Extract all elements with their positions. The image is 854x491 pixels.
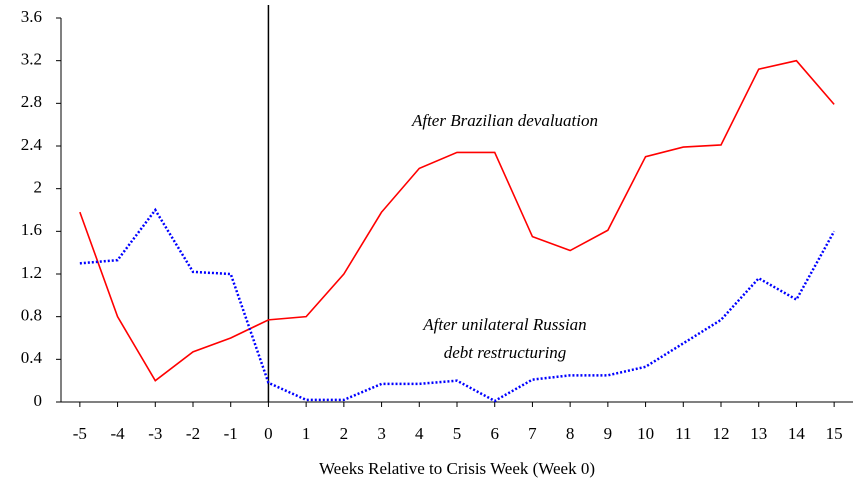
x-tick-label: -5 [73, 424, 87, 443]
series-line [79, 59, 835, 382]
x-tick-label: 2 [340, 424, 349, 443]
x-tick-label: 12 [713, 424, 730, 443]
y-tick-label: 2.8 [21, 92, 42, 111]
x-tick-label: 5 [453, 424, 462, 443]
x-tick-label: 6 [490, 424, 499, 443]
x-tick-label: -4 [110, 424, 125, 443]
x-tick-label: 7 [528, 424, 537, 443]
x-tick-label: 8 [566, 424, 575, 443]
x-tick-label: 4 [415, 424, 424, 443]
x-tick-label: 3 [377, 424, 386, 443]
x-tick-label: -2 [186, 424, 200, 443]
y-tick-label: 2 [34, 178, 43, 197]
x-tick-label: 9 [604, 424, 613, 443]
x-tick-label: 1 [302, 424, 311, 443]
y-tick-label: 1.2 [21, 263, 42, 282]
y-tick-label: 0 [34, 391, 43, 410]
series-line [79, 207, 836, 403]
annotation: After Brazilian devaluation [411, 111, 598, 130]
y-tick-label: 2.4 [21, 135, 43, 154]
x-tick-label: 10 [637, 424, 654, 443]
annotation: After unilateral Russian [422, 315, 586, 334]
y-tick-label: 0.4 [21, 348, 43, 367]
annotation: debt restructuring [444, 343, 567, 362]
y-tick-label: 3.2 [21, 50, 42, 69]
y-tick-label: 0.8 [21, 306, 42, 325]
x-tick-label: 15 [826, 424, 843, 443]
x-axis-title: Weeks Relative to Crisis Week (Week 0) [319, 459, 595, 478]
x-tick-label: -1 [224, 424, 238, 443]
x-tick-label: 13 [750, 424, 767, 443]
x-tick-label: -3 [148, 424, 162, 443]
x-tick-label: 11 [675, 424, 691, 443]
y-tick-label: 1.6 [21, 220, 42, 239]
x-tick-label: 0 [264, 424, 273, 443]
y-tick-label: 3.6 [21, 7, 42, 26]
x-tick-label: 14 [788, 424, 806, 443]
